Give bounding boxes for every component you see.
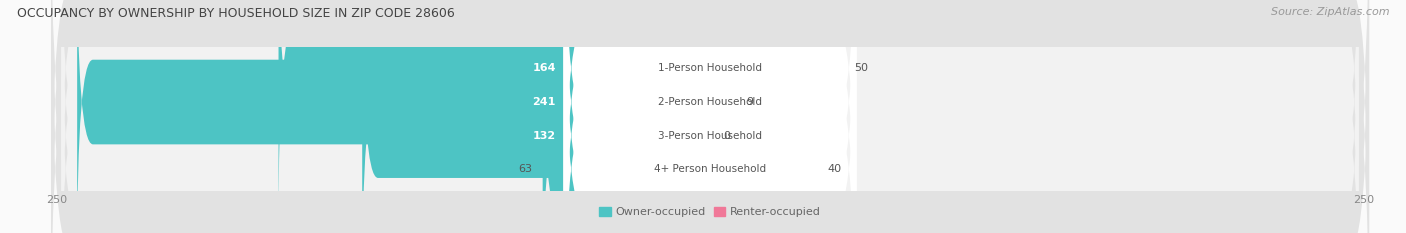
FancyBboxPatch shape xyxy=(62,0,1358,224)
FancyBboxPatch shape xyxy=(564,0,856,233)
FancyBboxPatch shape xyxy=(564,0,856,233)
FancyBboxPatch shape xyxy=(278,0,713,228)
FancyBboxPatch shape xyxy=(51,0,1369,233)
Text: 63: 63 xyxy=(519,164,533,174)
Text: 40: 40 xyxy=(828,164,842,174)
FancyBboxPatch shape xyxy=(707,0,844,228)
Text: 241: 241 xyxy=(533,97,555,107)
Text: Source: ZipAtlas.com: Source: ZipAtlas.com xyxy=(1271,7,1389,17)
Text: OCCUPANCY BY OWNERSHIP BY HOUSEHOLD SIZE IN ZIP CODE 28606: OCCUPANCY BY OWNERSHIP BY HOUSEHOLD SIZE… xyxy=(17,7,454,20)
FancyBboxPatch shape xyxy=(62,0,1358,233)
Text: 3-Person Household: 3-Person Household xyxy=(658,131,762,141)
Text: 50: 50 xyxy=(853,63,868,73)
Text: 0: 0 xyxy=(723,131,730,141)
FancyBboxPatch shape xyxy=(51,0,1369,233)
Text: 132: 132 xyxy=(533,131,555,141)
FancyBboxPatch shape xyxy=(77,0,713,233)
Text: 2-Person Household: 2-Person Household xyxy=(658,97,762,107)
FancyBboxPatch shape xyxy=(564,0,856,233)
FancyBboxPatch shape xyxy=(707,0,737,233)
FancyBboxPatch shape xyxy=(51,0,1369,233)
FancyBboxPatch shape xyxy=(543,10,713,233)
FancyBboxPatch shape xyxy=(707,10,817,233)
FancyBboxPatch shape xyxy=(564,0,856,233)
Text: 4+ Person Household: 4+ Person Household xyxy=(654,164,766,174)
Text: 164: 164 xyxy=(533,63,555,73)
FancyBboxPatch shape xyxy=(62,14,1358,233)
Legend: Owner-occupied, Renter-occupied: Owner-occupied, Renter-occupied xyxy=(599,207,821,217)
FancyBboxPatch shape xyxy=(51,0,1369,233)
FancyBboxPatch shape xyxy=(62,0,1358,233)
Text: 9: 9 xyxy=(747,97,754,107)
FancyBboxPatch shape xyxy=(363,0,713,233)
Text: 1-Person Household: 1-Person Household xyxy=(658,63,762,73)
